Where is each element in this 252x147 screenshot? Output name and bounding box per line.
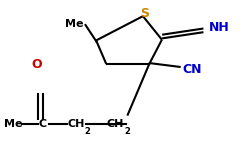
Text: CH: CH (106, 119, 123, 129)
Text: 2: 2 (84, 127, 90, 136)
Text: CN: CN (181, 63, 201, 76)
Text: CH: CH (67, 119, 84, 129)
Text: NH: NH (208, 21, 229, 34)
Text: Me: Me (65, 19, 84, 29)
Text: C: C (38, 119, 46, 129)
Text: S: S (139, 7, 148, 20)
Text: Me: Me (4, 119, 22, 129)
Text: O: O (31, 58, 42, 71)
Text: 2: 2 (123, 127, 129, 136)
